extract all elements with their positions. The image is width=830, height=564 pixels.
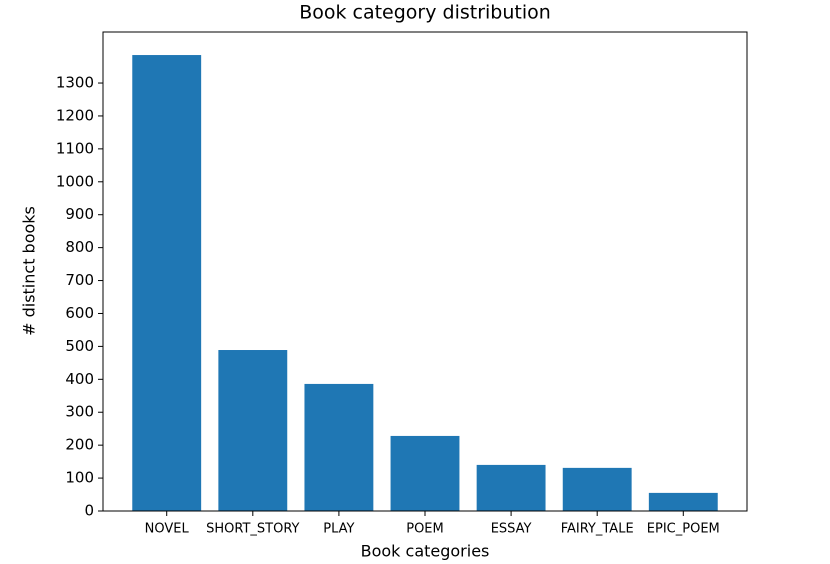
y-tick-label: 1100 bbox=[56, 139, 94, 157]
y-tick-label: 600 bbox=[65, 304, 94, 322]
x-tick-label: EPIC_POEM bbox=[647, 522, 720, 537]
y-tick-label: 500 bbox=[65, 337, 94, 355]
x-tick-label: ESSAY bbox=[491, 522, 532, 537]
x-tick-label: SHORT_STORY bbox=[206, 522, 299, 537]
y-tick-label: 0 bbox=[84, 502, 94, 520]
y-axis-label: # distinct books bbox=[20, 206, 39, 336]
y-tick-label: 300 bbox=[65, 403, 94, 421]
y-tick-label: 1000 bbox=[56, 172, 94, 190]
y-tick-label: 100 bbox=[65, 469, 94, 487]
bar bbox=[132, 55, 202, 511]
y-tick-label: 1200 bbox=[56, 106, 94, 124]
y-tick-label: 800 bbox=[65, 238, 94, 256]
bar bbox=[476, 464, 546, 511]
x-tick-label: PLAY bbox=[323, 522, 354, 537]
y-tick-label: 900 bbox=[65, 205, 94, 223]
plot-frame bbox=[102, 31, 748, 512]
bar bbox=[304, 383, 374, 511]
bar bbox=[390, 435, 460, 511]
bar bbox=[562, 467, 632, 511]
x-tick-label: NOVEL bbox=[145, 522, 190, 537]
bar bbox=[218, 350, 288, 511]
chart-title: Book category distribution bbox=[299, 2, 551, 24]
y-tick-label: 400 bbox=[65, 370, 94, 388]
x-tick-label: POEM bbox=[406, 522, 444, 537]
x-axis-label: Book categories bbox=[361, 542, 490, 561]
bar bbox=[648, 492, 718, 511]
y-tick-label: 1300 bbox=[56, 74, 94, 92]
y-tick-label: 700 bbox=[65, 271, 94, 289]
x-tick-label: FAIRY_TALE bbox=[561, 522, 634, 537]
y-tick-label: 200 bbox=[65, 436, 94, 454]
